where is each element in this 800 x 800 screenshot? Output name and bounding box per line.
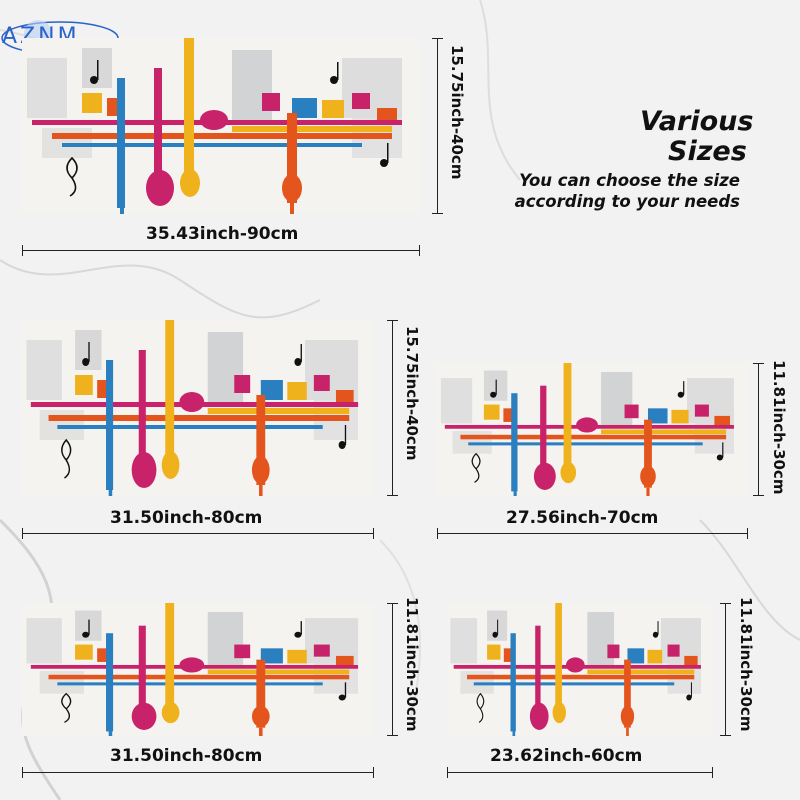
headline-various: Various: [640, 106, 754, 137]
width-dimension-line-1: [22, 245, 420, 256]
subtitle-line-2: according to your needs: [514, 192, 740, 211]
width-label-5: 23.62inch-60cm: [490, 746, 643, 766]
width-label-4: 31.50inch-80cm: [110, 746, 263, 766]
width-dimension-line-3: [437, 528, 748, 539]
width-dimension-line-2: [22, 528, 374, 539]
height-dimension-line-5: [720, 603, 731, 736]
width-label-1: 35.43inch-90cm: [146, 224, 299, 244]
width-label-3: 27.56inch-70cm: [506, 508, 659, 528]
width-dimension-line-5: [447, 767, 713, 778]
product-mat-2: [22, 320, 374, 496]
height-label-2: 15.75inch-40cm: [403, 326, 421, 461]
height-label-4: 11.81inch-30cm: [403, 597, 421, 732]
width-dimension-line-4: [22, 767, 374, 778]
product-mat-4: [22, 603, 374, 736]
headline-subtitle: You can choose the size according to you…: [500, 170, 740, 212]
product-mat-5: [447, 603, 713, 736]
height-label-5: 11.81inch-30cm: [737, 597, 755, 732]
height-dimension-line-4: [387, 603, 398, 736]
height-dimension-line-1: [432, 38, 443, 214]
height-label-3: 11.81inch-30cm: [770, 360, 788, 495]
height-dimension-line-3: [753, 363, 764, 496]
subtitle-line-1: You can choose the size: [519, 171, 740, 190]
height-dimension-line-2: [387, 320, 398, 496]
width-label-2: 31.50inch-80cm: [110, 508, 263, 528]
product-mat-1: [22, 38, 420, 214]
headline-sizes: Sizes: [668, 136, 747, 167]
height-label-1: 15.75inch-40cm: [448, 45, 466, 180]
product-mat-3: [437, 363, 748, 496]
